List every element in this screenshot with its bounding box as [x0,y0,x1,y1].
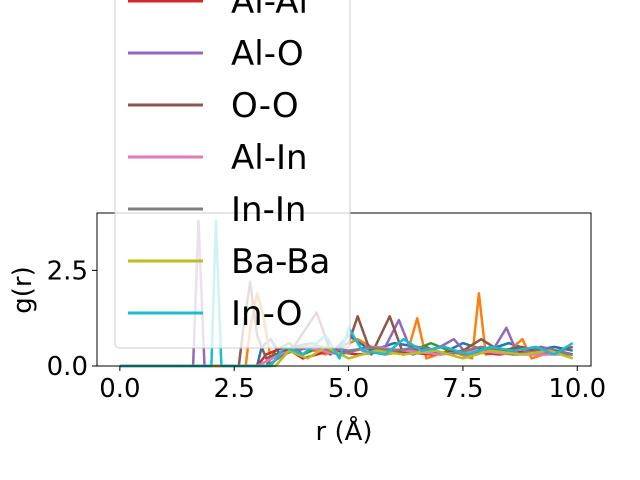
y-tick-label: 2.5 [47,256,88,286]
legend-label-al-o: Al-O [231,34,304,74]
legend-label-ba-ba: Ba-Ba [231,242,330,282]
x-axis-label: r (Å) [315,415,372,447]
legend: Al-Al Al-O O-O Al-In In-In Ba-Ba In-O [114,0,351,349]
x-tick-label: 5.0 [328,374,369,404]
legend-label-o-o: O-O [231,86,299,126]
legend-label-in-in: In-In [231,190,306,230]
x-tick-label: 0.0 [99,374,140,404]
legend-entries: Al-Al Al-O O-O Al-In In-In Ba-Ba In-O [128,0,330,334]
x-axis-ticks: 0.0 2.5 5.0 7.5 10.0 [99,366,606,404]
legend-label-al-in: Al-In [231,138,308,178]
y-tick-label: 0.0 [47,352,88,382]
y-axis-label: g(r) [8,266,38,313]
legend-label-al-al: Al-Al [231,0,308,22]
x-tick-label: 10.0 [548,374,606,404]
legend-label-in-o: In-O [231,294,303,334]
x-tick-label: 7.5 [442,374,483,404]
series-line-al-al [119,345,573,368]
y-axis-ticks: 0.0 2.5 [47,256,97,382]
x-tick-label: 2.5 [214,374,255,404]
series-line-ba-ba [119,345,574,368]
